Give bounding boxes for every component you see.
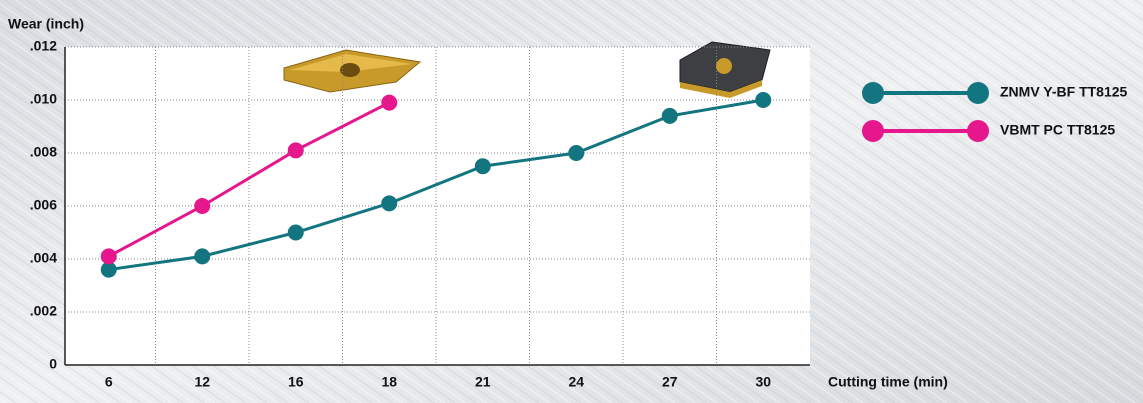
x-tick-label: 6 — [105, 374, 113, 390]
series-line — [108, 98, 764, 272]
data-point — [100, 248, 117, 265]
x-tick-label: 24 — [568, 374, 584, 390]
x-tick-label: 16 — [288, 374, 304, 390]
legend-marker — [862, 120, 884, 142]
data-point — [287, 224, 304, 241]
insert-image-diamond — [283, 49, 422, 93]
y-tick-label: .012 — [30, 38, 57, 54]
legend-entry: VBMT PC TT8125 — [862, 120, 1115, 142]
data-point — [381, 94, 398, 111]
y-tick-label: .006 — [30, 197, 57, 213]
x-axis-label: Cutting time (min) — [828, 374, 948, 390]
legend-label: VBMT PC TT8125 — [1000, 122, 1115, 138]
data-point — [194, 248, 211, 265]
x-tick-label: 21 — [475, 374, 491, 390]
data-point — [568, 145, 585, 161]
data-point — [661, 107, 678, 124]
y-tick-label: .010 — [30, 91, 57, 107]
legend-entry: ZNMV Y-BF TT8125 — [862, 82, 1128, 104]
legend-marker — [862, 82, 884, 104]
data-point — [194, 198, 211, 214]
y-tick-label: 0 — [49, 356, 57, 372]
series-line — [108, 101, 390, 258]
y-tick-label: .004 — [30, 250, 57, 266]
legend-label: ZNMV Y-BF TT8125 — [1000, 84, 1128, 100]
x-tick-label: 18 — [381, 374, 397, 390]
data-point — [381, 195, 398, 212]
legend-marker — [967, 82, 989, 104]
data-point — [100, 261, 117, 278]
x-tick-label: 12 — [194, 374, 210, 390]
data-point — [287, 142, 304, 159]
data-point — [474, 158, 491, 175]
y-tick-label: .002 — [30, 303, 57, 319]
x-tick-label: 27 — [662, 374, 678, 390]
y-tick-label: .008 — [30, 144, 57, 160]
x-tick-label: 30 — [755, 374, 771, 390]
insert-image-square — [679, 41, 771, 98]
y-axis-label: Wear (inch) — [8, 16, 84, 32]
legend-marker — [967, 120, 989, 142]
data-point — [755, 92, 772, 108]
